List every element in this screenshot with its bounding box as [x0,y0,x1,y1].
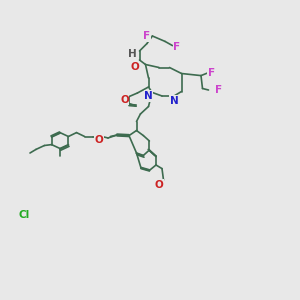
Text: N: N [169,95,178,106]
Text: F: F [215,85,223,95]
Text: N: N [144,91,153,101]
Text: F: F [143,31,151,41]
Text: F: F [208,68,215,79]
Text: H: H [128,49,136,59]
Text: Cl: Cl [19,209,30,220]
Text: O: O [154,179,164,190]
Text: O: O [120,94,129,105]
Text: F: F [173,41,181,52]
Text: O: O [130,62,140,73]
Text: O: O [94,135,103,145]
